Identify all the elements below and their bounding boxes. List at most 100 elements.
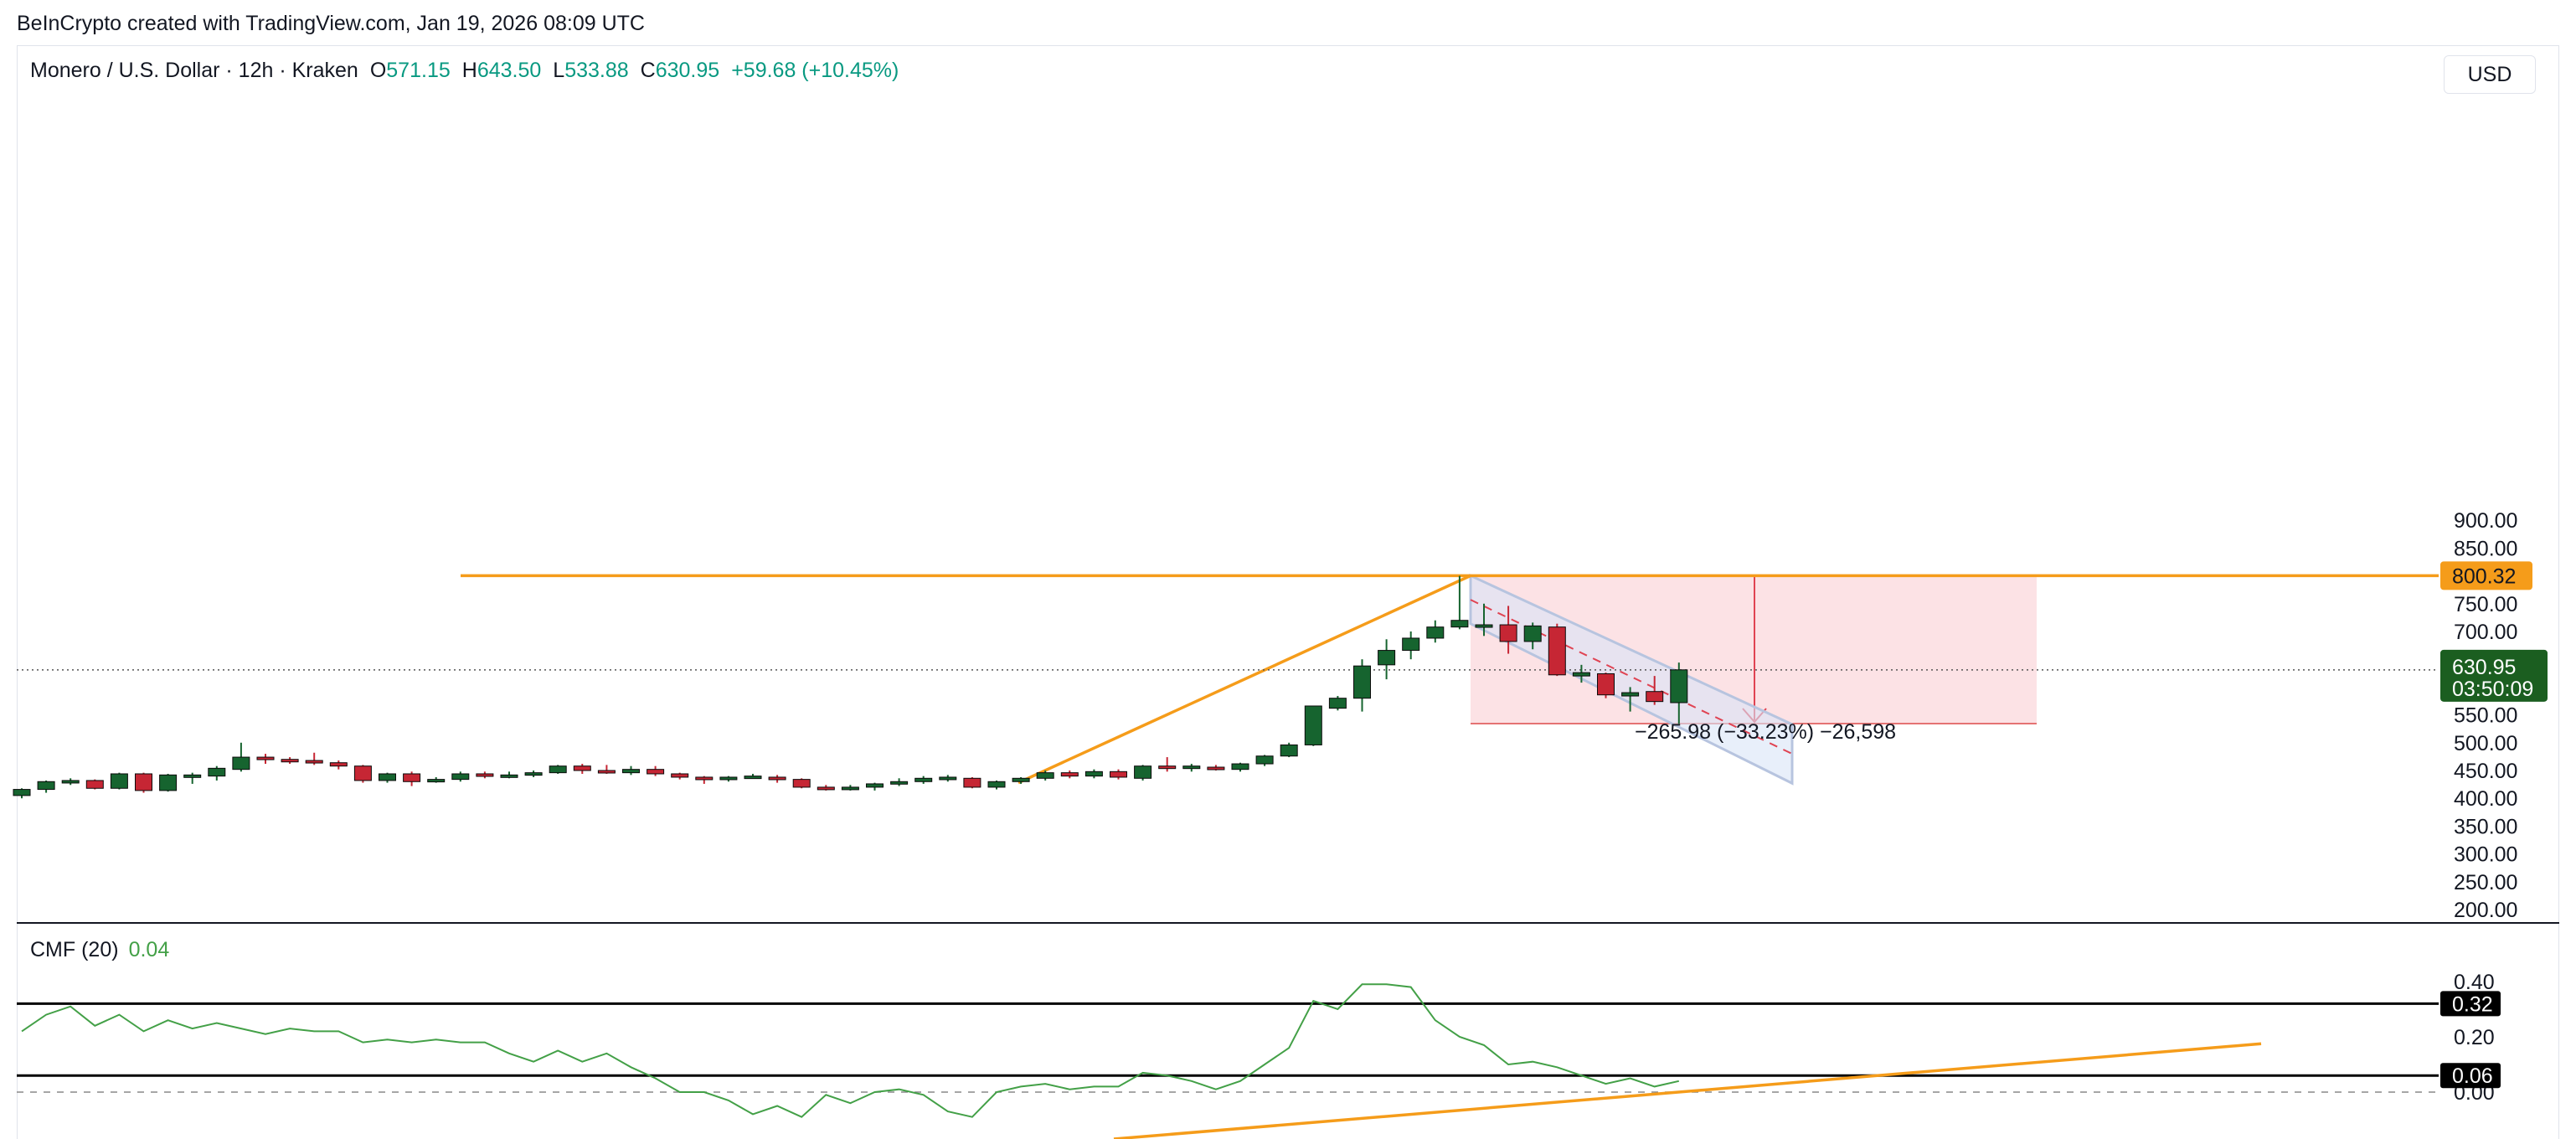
candle-body[interactable] — [208, 767, 226, 777]
candle-body[interactable] — [379, 773, 396, 781]
candle-body[interactable] — [1450, 620, 1469, 628]
candle-body[interactable] — [1280, 744, 1298, 757]
candle-body[interactable] — [1475, 624, 1493, 628]
candle-body[interactable] — [963, 777, 981, 788]
symbol-title[interactable]: Monero / U.S. Dollar · 12h · Kraken — [30, 59, 358, 82]
candle-body[interactable] — [1036, 772, 1054, 779]
price-axis-tick: 500.00 — [2454, 732, 2517, 755]
candle-body[interactable] — [744, 776, 762, 780]
candle-body[interactable] — [1621, 692, 1640, 697]
candle-body[interactable] — [1012, 777, 1030, 782]
candle-body[interactable] — [524, 772, 543, 776]
candle-body[interactable] — [305, 760, 323, 764]
candle-body[interactable] — [37, 781, 55, 791]
candle-series[interactable] — [13, 575, 1688, 799]
candle-body[interactable] — [914, 777, 933, 782]
candle-body[interactable] — [1378, 650, 1396, 666]
candle-body[interactable] — [329, 762, 348, 767]
candle-body[interactable] — [1084, 770, 1103, 777]
price-axis-tick: 250.00 — [2454, 871, 2517, 894]
cmf-level-tag: 0.06 — [2452, 1064, 2493, 1088]
candle-body[interactable] — [768, 776, 786, 781]
candle-body[interactable] — [476, 773, 494, 777]
candle-body[interactable] — [61, 780, 80, 784]
candle-body[interactable] — [549, 765, 567, 774]
candle-body[interactable] — [1231, 763, 1249, 770]
candle-body[interactable] — [671, 773, 689, 778]
high-value: 643.50 — [477, 59, 542, 82]
candle-body[interactable] — [1646, 691, 1664, 703]
candle-body[interactable] — [256, 756, 275, 760]
level-tag-bg — [2440, 561, 2532, 590]
candle-body[interactable] — [622, 769, 640, 774]
candle-body[interactable] — [1207, 766, 1225, 770]
candle-body[interactable] — [183, 774, 202, 778]
indicator-value: 0.04 — [128, 938, 170, 961]
candle-body[interactable] — [13, 789, 31, 796]
cmf-line[interactable] — [21, 983, 1680, 1118]
chart-frame — [17, 45, 2559, 1139]
candle-body[interactable] — [1060, 772, 1079, 777]
price-axis-tick: 700.00 — [2454, 621, 2517, 644]
candle-body[interactable] — [427, 779, 446, 783]
candle-body[interactable] — [719, 776, 738, 781]
candle-body[interactable] — [1255, 755, 1274, 765]
price-axis-tick: 900.00 — [2454, 509, 2517, 533]
candle-body[interactable] — [939, 776, 957, 781]
candle-body[interactable] — [451, 773, 470, 781]
candle-body[interactable] — [403, 773, 421, 782]
price-axis-tick: 350.00 — [2454, 815, 2517, 838]
indicator-legend: CMF (20) 0.04 — [30, 938, 169, 962]
candle-body[interactable] — [573, 765, 591, 771]
price-axis-tick: 200.00 — [2454, 899, 2517, 922]
candle-body[interactable] — [866, 783, 884, 788]
candle-body[interactable] — [1134, 765, 1152, 779]
candle-body[interactable] — [792, 779, 811, 788]
price-axis-tick: 550.00 — [2454, 704, 2517, 728]
candle-body[interactable] — [1597, 673, 1615, 696]
candle-body[interactable] — [1670, 669, 1688, 704]
high-label: H — [461, 59, 477, 82]
candle-body[interactable] — [281, 759, 299, 763]
candle-body[interactable] — [500, 774, 518, 778]
candle-body[interactable] — [1110, 770, 1127, 778]
candle-body[interactable] — [817, 786, 835, 791]
cmf-support-trendline[interactable] — [1113, 1042, 2262, 1139]
candle-body[interactable] — [159, 774, 178, 791]
rally-trendline[interactable] — [1018, 574, 1471, 785]
candle-body[interactable] — [1182, 765, 1201, 770]
candle-body[interactable] — [1548, 626, 1566, 676]
candle-body[interactable] — [841, 786, 859, 791]
candle-body[interactable] — [647, 769, 665, 775]
candle-body[interactable] — [695, 776, 714, 781]
candle-body[interactable] — [1158, 765, 1177, 770]
price-axis-tick: 850.00 — [2454, 537, 2517, 560]
candle-body[interactable] — [135, 773, 152, 791]
candle-body[interactable] — [1402, 637, 1420, 652]
chart-credit: BeInCrypto created with TradingView.com,… — [17, 12, 645, 35]
candle-body[interactable] — [597, 770, 616, 774]
candle-body[interactable] — [353, 765, 372, 781]
candle-body[interactable] — [110, 773, 128, 789]
candle-body[interactable] — [1328, 698, 1347, 709]
candle-body[interactable] — [1426, 626, 1445, 639]
candle-body[interactable] — [232, 756, 250, 770]
low-label: L — [553, 59, 565, 82]
change-value: +59.68 (+10.45%) — [731, 59, 899, 82]
cmf-level-tag-bg — [2440, 1063, 2501, 1089]
candle-body[interactable] — [1304, 705, 1322, 745]
candle-body[interactable] — [1523, 625, 1542, 642]
candle-body[interactable] — [987, 781, 1006, 788]
indicator-name[interactable]: CMF (20) — [30, 938, 119, 961]
price-axis-tick: 450.00 — [2454, 760, 2517, 783]
last-price-tag-bg — [2440, 649, 2548, 702]
level-tag: 800.32 — [2452, 564, 2516, 588]
close-value: 630.95 — [655, 59, 720, 82]
candle-body[interactable] — [1353, 665, 1371, 699]
candle-body[interactable] — [890, 781, 909, 785]
candle-body[interactable] — [1499, 624, 1517, 642]
currency-button[interactable]: USD — [2444, 55, 2536, 94]
candle-body[interactable] — [1572, 672, 1590, 677]
candle-body[interactable] — [85, 780, 104, 789]
